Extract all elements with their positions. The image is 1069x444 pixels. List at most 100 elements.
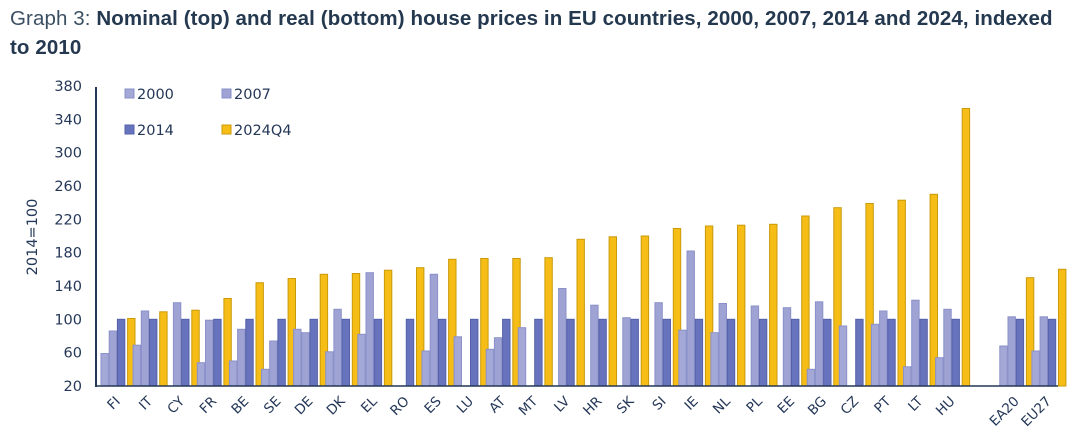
bar-se-2014 bbox=[277, 318, 286, 387]
bar-at-2014 bbox=[502, 318, 511, 387]
bar-at-2007 bbox=[493, 337, 503, 387]
bar-dk-2014 bbox=[341, 318, 351, 387]
legend-swatch-2000 bbox=[124, 88, 135, 99]
bar-mt-2024q4 bbox=[544, 257, 553, 387]
bar-ea20-2000 bbox=[999, 345, 1008, 387]
bar-cz-2014 bbox=[855, 318, 864, 387]
x-tick-label: SI bbox=[649, 394, 669, 414]
bar-it-2007 bbox=[140, 310, 150, 387]
bar-at-2000 bbox=[485, 348, 495, 387]
bar-cy-2007 bbox=[172, 302, 182, 387]
x-tick-label: FI bbox=[104, 394, 124, 414]
legend-label-2000: 2000 bbox=[137, 87, 174, 103]
bar-ee-2014 bbox=[791, 318, 800, 387]
bar-ro-2014 bbox=[405, 318, 415, 387]
x-tick-label: BG bbox=[805, 394, 830, 419]
bar-de-2007 bbox=[301, 332, 310, 387]
bar-el-2014 bbox=[373, 318, 383, 387]
y-tick-label: 220 bbox=[54, 212, 82, 228]
bar-sk-2007 bbox=[622, 317, 631, 387]
y-axis-label: 2014=100 bbox=[25, 199, 41, 276]
y-tick-label: 380 bbox=[54, 79, 82, 95]
bar-fi-2000 bbox=[100, 353, 109, 387]
y-axis-ticks: 20 60 100 140 180 220 260 300 340 380 bbox=[54, 79, 82, 395]
bar-pt-2014 bbox=[887, 318, 896, 387]
bar-lu-2000 bbox=[453, 336, 463, 387]
x-tick-label: NL bbox=[710, 393, 734, 417]
bar-pt-2007 bbox=[879, 310, 888, 387]
y-tick-label: 60 bbox=[64, 346, 82, 362]
bar-hu-2014 bbox=[951, 318, 960, 387]
bar-eu27-2014 bbox=[1047, 318, 1057, 387]
x-tick-label: SE bbox=[261, 394, 284, 417]
bar-el-2024q4 bbox=[383, 269, 393, 387]
legend-label-2024q4: 2024Q4 bbox=[234, 123, 292, 139]
bar-sk-2024q4 bbox=[640, 235, 650, 387]
bar-dk-2000 bbox=[325, 351, 334, 387]
x-tick-label: RO bbox=[387, 394, 412, 419]
bar-cy-2014 bbox=[181, 318, 190, 387]
bar-hr-2024q4 bbox=[608, 236, 617, 387]
x-tick-label: LV bbox=[551, 393, 574, 416]
x-axis-labels: FI IT CY FR BE SE DE DK EL RO ES LU AT MT LV HR SK SI IE NL… bbox=[104, 393, 1055, 430]
bar-lt-2007 bbox=[911, 299, 920, 387]
bar-pl-2014 bbox=[758, 318, 768, 387]
bar-ie-2007 bbox=[686, 250, 695, 387]
bar-fr-2007 bbox=[205, 319, 214, 387]
x-tick-label: BE bbox=[228, 394, 252, 418]
bar-nl-2007 bbox=[718, 303, 727, 387]
bar-nl-2014 bbox=[726, 318, 736, 387]
bar-be-2000 bbox=[228, 360, 238, 387]
bar-ie-2014 bbox=[694, 318, 704, 387]
bar-el-2000 bbox=[357, 333, 366, 387]
x-tick-label: CY bbox=[164, 393, 188, 417]
x-tick-label: PT bbox=[871, 393, 894, 416]
x-tick-label: EL bbox=[358, 393, 381, 416]
bar-hr-2014 bbox=[598, 318, 607, 387]
bar-it-2000 bbox=[132, 344, 142, 387]
bar-se-2000 bbox=[261, 368, 270, 387]
x-tick-label: FR bbox=[197, 394, 220, 417]
x-tick-label: EE bbox=[775, 394, 798, 417]
bar-hu-2000 bbox=[935, 357, 944, 387]
bar-eu27-2007 bbox=[1039, 316, 1048, 387]
bar-bg-2014 bbox=[823, 318, 832, 387]
bar-lu-2014 bbox=[470, 318, 479, 387]
bar-it-2024q4 bbox=[159, 311, 168, 387]
legend-swatch-2024q4 bbox=[221, 124, 232, 135]
bar-sk-2014 bbox=[630, 318, 639, 387]
y-tick-label: 140 bbox=[54, 279, 82, 295]
x-tick-label: LT bbox=[905, 393, 927, 415]
bar-es-2000 bbox=[421, 350, 430, 387]
bar-fr-2000 bbox=[196, 362, 206, 387]
bar-de-2014 bbox=[309, 318, 318, 387]
bar-el-2007 bbox=[365, 272, 374, 387]
x-tick-label: EU27 bbox=[1018, 394, 1054, 430]
bar-hu-2007 bbox=[943, 308, 952, 387]
bar-it-2014 bbox=[149, 318, 158, 387]
bar-bg-2007 bbox=[814, 301, 824, 387]
bar-es-2007 bbox=[429, 273, 439, 387]
bar-lv-2024q4 bbox=[576, 238, 585, 387]
bar-be-2014 bbox=[245, 318, 254, 387]
bar-dk-2007 bbox=[333, 308, 342, 387]
x-tick-label: DK bbox=[324, 393, 350, 419]
bar-pl-2024q4 bbox=[769, 223, 778, 387]
x-tick-label: PL bbox=[743, 393, 766, 416]
bars bbox=[100, 108, 1067, 387]
x-tick-label: EA20 bbox=[987, 394, 1023, 430]
bar-nl-2000 bbox=[710, 332, 719, 387]
bar-ea20-2007 bbox=[1007, 316, 1016, 387]
bar-ee-2007 bbox=[782, 307, 792, 387]
chart-title-prefix: Graph 3: bbox=[10, 7, 97, 30]
chart-title-main: Nominal (top) and real (bottom) house pr… bbox=[10, 7, 1053, 59]
y-tick-label: 340 bbox=[54, 112, 82, 128]
bar-hu-2024q4 bbox=[961, 108, 971, 387]
bar-fi-2014 bbox=[116, 318, 126, 387]
bar-si-2014 bbox=[662, 318, 671, 387]
bar-lt-2000 bbox=[903, 366, 912, 387]
bar-de-2000 bbox=[293, 328, 302, 387]
x-tick-label: ES bbox=[421, 394, 444, 417]
bar-lt-2014 bbox=[919, 318, 928, 387]
